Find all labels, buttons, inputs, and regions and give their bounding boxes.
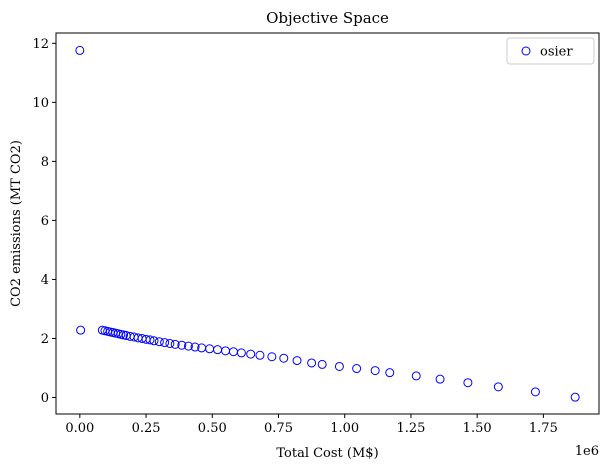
y-tick-label: 2 <box>41 332 49 347</box>
data-point <box>352 364 362 374</box>
legend-label: osier <box>540 45 573 60</box>
data-point <box>170 339 180 349</box>
data-point <box>236 348 246 358</box>
legend-marker <box>521 46 531 56</box>
data-point <box>75 45 85 55</box>
data-point <box>177 340 187 350</box>
data-point <box>307 358 317 368</box>
y-tick-label: 6 <box>41 214 49 229</box>
y-axis-ticks: 0 2 4 6 8 10 12 <box>32 37 56 406</box>
data-point <box>435 374 445 384</box>
data-point <box>183 341 193 351</box>
data-point <box>463 378 473 388</box>
data-point <box>317 359 327 369</box>
x-tick-label: 1.25 <box>396 421 425 436</box>
data-point <box>292 356 302 366</box>
data-point <box>279 353 289 363</box>
y-tick-label: 4 <box>41 273 49 288</box>
x-tick-label: 0.75 <box>264 421 293 436</box>
data-point <box>76 325 86 335</box>
data-point <box>145 335 155 345</box>
chart-title: Objective Space <box>266 9 389 27</box>
data-point <box>246 349 256 359</box>
legend-box <box>506 37 595 65</box>
x-axis-offset-text: 1e6 <box>575 444 599 459</box>
x-tick-label: 0.25 <box>132 421 161 436</box>
data-point <box>370 366 380 376</box>
x-axis-ticks: 0.00 0.25 0.50 0.75 1.00 1.25 1.50 1.75 <box>65 414 558 436</box>
x-tick-label: 1.75 <box>529 421 558 436</box>
x-tick-label: 1.50 <box>463 421 492 436</box>
y-tick-label: 10 <box>32 96 49 111</box>
data-point <box>411 371 421 381</box>
x-tick-label: 1.00 <box>330 421 359 436</box>
data-point <box>160 338 170 348</box>
y-axis-label: CO2 emissions (MT CO2) <box>9 140 24 307</box>
data-point <box>267 352 277 362</box>
data-point <box>149 336 159 346</box>
x-axis-label: Total Cost (M$) <box>276 446 378 461</box>
x-tick-label: 0.00 <box>65 421 94 436</box>
x-tick-label: 0.50 <box>198 421 227 436</box>
data-point <box>154 337 164 347</box>
data-points <box>75 45 580 402</box>
y-tick-label: 0 <box>41 391 49 406</box>
data-point <box>530 387 540 397</box>
data-point <box>165 338 175 348</box>
data-point <box>385 368 395 378</box>
legend: osier <box>506 37 595 65</box>
data-point <box>190 342 200 352</box>
y-tick-label: 8 <box>41 155 49 170</box>
y-tick-label: 12 <box>32 37 49 52</box>
data-point <box>570 392 580 402</box>
data-point <box>493 382 503 392</box>
data-point <box>334 361 344 371</box>
plot-area <box>55 32 600 415</box>
data-point <box>255 350 265 360</box>
